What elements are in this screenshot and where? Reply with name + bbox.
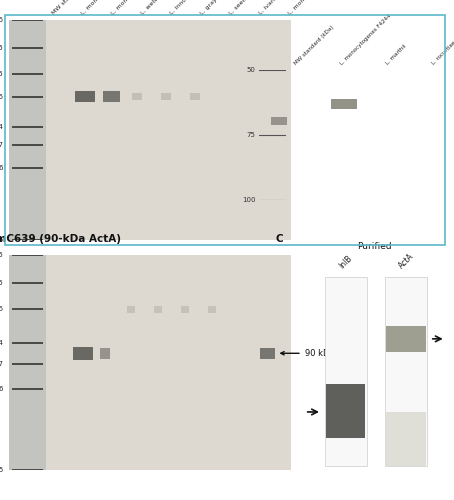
FancyBboxPatch shape [154,306,162,312]
Text: InlB: InlB [337,254,354,270]
FancyBboxPatch shape [100,348,110,358]
Text: 84: 84 [0,340,4,346]
Text: 97: 97 [0,142,4,148]
Text: 63
kDa: 63 kDa [0,499,1,500]
Text: L. monocytogenes Scott A: L. monocytogenes Scott A [110,0,172,16]
FancyBboxPatch shape [326,384,365,438]
Text: 97: 97 [0,361,4,367]
FancyBboxPatch shape [331,98,356,109]
Text: L. monocytogenes F4244: L. monocytogenes F4244 [288,0,348,16]
Text: 75: 75 [247,132,255,138]
FancyBboxPatch shape [181,306,189,312]
FancyBboxPatch shape [132,94,142,100]
Text: L. monocytogenes F4244: L. monocytogenes F4244 [339,14,392,66]
Text: 55: 55 [0,280,4,286]
FancyBboxPatch shape [74,91,95,102]
FancyBboxPatch shape [271,116,287,126]
Bar [5,15,445,245]
FancyBboxPatch shape [386,326,426,352]
Text: 36: 36 [0,17,4,23]
Text: 116: 116 [0,386,4,392]
FancyBboxPatch shape [208,306,217,312]
FancyBboxPatch shape [190,94,200,100]
Text: 50: 50 [247,67,255,73]
FancyBboxPatch shape [385,276,427,466]
Text: 45: 45 [0,45,4,51]
Text: Purified: Purified [357,242,392,250]
Text: 90 kDa: 90 kDa [281,349,334,358]
Text: 66: 66 [0,306,4,312]
Text: 84: 84 [0,124,4,130]
Text: 66: 66 [0,94,4,100]
Text: 205: 205 [0,237,4,243]
Text: C: C [276,234,283,244]
FancyBboxPatch shape [260,348,275,358]
Text: L. ivanovii SE 98: L. ivanovii SE 98 [258,0,298,16]
FancyBboxPatch shape [325,276,367,466]
FancyBboxPatch shape [9,255,46,470]
FancyBboxPatch shape [73,347,93,360]
FancyBboxPatch shape [127,306,135,312]
Text: B   LmC639 (90-kDa ActA): B LmC639 (90-kDa ActA) [0,234,121,244]
Text: ActA: ActA [397,251,415,270]
Text: 100: 100 [242,197,255,203]
FancyBboxPatch shape [9,20,46,240]
Text: 55: 55 [0,70,4,76]
FancyBboxPatch shape [46,20,291,240]
Text: MW standard (kDa): MW standard (kDa) [293,24,335,66]
Text: L. welshimeri ATCC35897: L. welshimeri ATCC35897 [140,0,200,16]
Text: MW standard: MW standard [51,0,84,16]
Text: L. seeligeri SE 31: L. seeligeri SE 31 [229,0,270,16]
Text: L. rocurtiae: L. rocurtiae [431,40,454,66]
FancyBboxPatch shape [386,412,426,466]
Text: L. grayi ATCC 19120: L. grayi ATCC 19120 [199,0,247,16]
Text: 45: 45 [0,252,4,258]
Text: L. marthii: L. marthii [385,44,408,66]
Text: 205: 205 [0,467,4,473]
FancyBboxPatch shape [46,255,291,470]
FancyBboxPatch shape [104,91,119,102]
Text: 116: 116 [0,165,4,171]
FancyBboxPatch shape [161,94,171,100]
Text: L. innocua F4248: L. innocua F4248 [169,0,211,16]
Text: L. monocytogenes V7: L. monocytogenes V7 [81,0,133,16]
